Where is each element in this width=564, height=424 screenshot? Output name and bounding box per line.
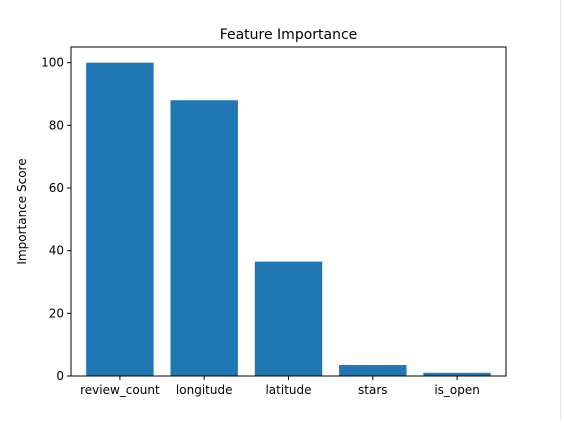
x-axis: review_count longitude latitude stars is_ope… bbox=[80, 376, 480, 397]
y-tick-label: 20 bbox=[49, 306, 64, 320]
y-tick-label: 0 bbox=[56, 369, 64, 383]
y-axis: 0 20 40 60 80 100 bbox=[41, 56, 71, 383]
y-tick-label: 80 bbox=[49, 118, 64, 132]
y-tick-label: 60 bbox=[49, 181, 64, 195]
x-tick-label: review_count bbox=[80, 383, 160, 397]
bar-stars bbox=[339, 365, 407, 376]
bar-longitude bbox=[170, 100, 238, 377]
x-tick-label: longitude bbox=[176, 383, 233, 397]
chart-title: Feature Importance bbox=[220, 27, 358, 43]
bar-latitude bbox=[254, 261, 323, 376]
plot-frame bbox=[70, 46, 507, 377]
bars-layer bbox=[86, 62, 491, 377]
x-tick-label: latitude bbox=[265, 383, 311, 397]
x-tick-label: stars bbox=[358, 383, 388, 397]
bar-review-count bbox=[86, 62, 154, 377]
y-tick-label: 40 bbox=[49, 244, 64, 258]
x-tick-label: is_open bbox=[434, 383, 480, 397]
window-edge bbox=[560, 0, 561, 420]
y-axis-label: Importance Score bbox=[15, 158, 29, 264]
bar-is-open bbox=[423, 372, 491, 376]
y-tick-label: 100 bbox=[41, 56, 64, 70]
